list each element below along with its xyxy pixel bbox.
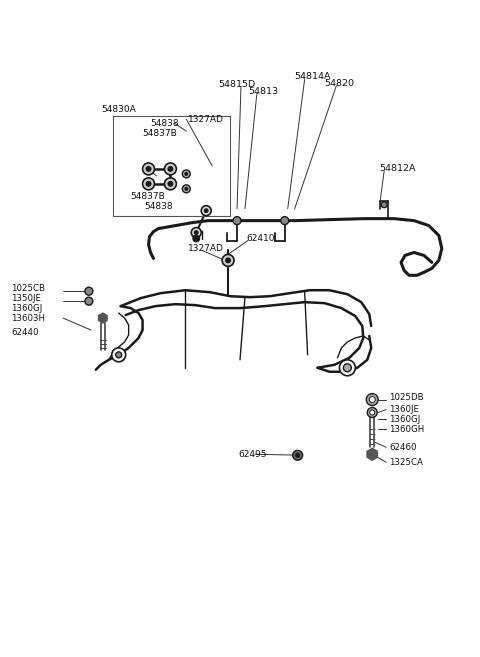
Circle shape — [85, 287, 93, 295]
Text: 62495: 62495 — [238, 450, 266, 459]
Text: 1360GJ: 1360GJ — [12, 304, 43, 313]
Text: 54837B: 54837B — [131, 193, 166, 201]
Circle shape — [222, 254, 234, 266]
Text: 1360JE: 1360JE — [389, 405, 419, 414]
Circle shape — [168, 181, 173, 187]
Text: 54813: 54813 — [248, 87, 278, 96]
Text: 54838: 54838 — [151, 119, 179, 127]
Text: 1360GH: 1360GH — [389, 425, 424, 434]
Circle shape — [281, 217, 288, 225]
Text: 1025DB: 1025DB — [389, 393, 424, 402]
Text: 1327AD: 1327AD — [188, 244, 224, 253]
Circle shape — [112, 348, 126, 362]
Circle shape — [168, 166, 173, 172]
Circle shape — [165, 178, 176, 190]
Text: 1327AD: 1327AD — [188, 115, 224, 124]
Circle shape — [367, 407, 377, 417]
Text: 54838: 54838 — [144, 202, 173, 211]
Circle shape — [184, 172, 188, 176]
Circle shape — [194, 230, 199, 235]
Circle shape — [339, 360, 355, 376]
Circle shape — [182, 185, 190, 193]
Text: 1360GJ: 1360GJ — [389, 415, 420, 424]
Circle shape — [184, 187, 188, 191]
Circle shape — [192, 235, 200, 242]
Circle shape — [233, 217, 241, 225]
Circle shape — [225, 258, 231, 263]
Text: 62460: 62460 — [389, 443, 417, 452]
Circle shape — [145, 181, 152, 187]
Circle shape — [381, 202, 387, 208]
Text: 54837B: 54837B — [143, 129, 177, 137]
Circle shape — [143, 163, 155, 175]
Circle shape — [85, 297, 93, 305]
Circle shape — [369, 397, 375, 403]
Text: 54814A: 54814A — [295, 72, 331, 81]
Polygon shape — [98, 313, 107, 323]
Circle shape — [204, 208, 209, 213]
Circle shape — [201, 206, 211, 215]
Circle shape — [145, 166, 152, 172]
Circle shape — [143, 178, 155, 190]
Text: 1025CB: 1025CB — [12, 284, 45, 293]
Circle shape — [366, 394, 378, 405]
Text: 54830A: 54830A — [101, 104, 135, 114]
Text: 54812A: 54812A — [379, 164, 416, 173]
Circle shape — [192, 227, 201, 238]
Circle shape — [343, 364, 351, 372]
Circle shape — [295, 453, 300, 458]
Text: 54815D: 54815D — [218, 80, 255, 89]
Text: 13603H: 13603H — [12, 313, 45, 323]
Text: 62410: 62410 — [246, 234, 275, 243]
Text: 54820: 54820 — [324, 79, 355, 88]
Text: 1350JE: 1350JE — [12, 294, 41, 303]
Circle shape — [182, 170, 190, 178]
Circle shape — [116, 352, 122, 358]
Circle shape — [370, 410, 375, 415]
Text: 62440: 62440 — [12, 328, 39, 338]
Circle shape — [165, 163, 176, 175]
Circle shape — [293, 450, 302, 461]
Polygon shape — [367, 448, 377, 461]
Text: 1325CA: 1325CA — [389, 458, 423, 466]
